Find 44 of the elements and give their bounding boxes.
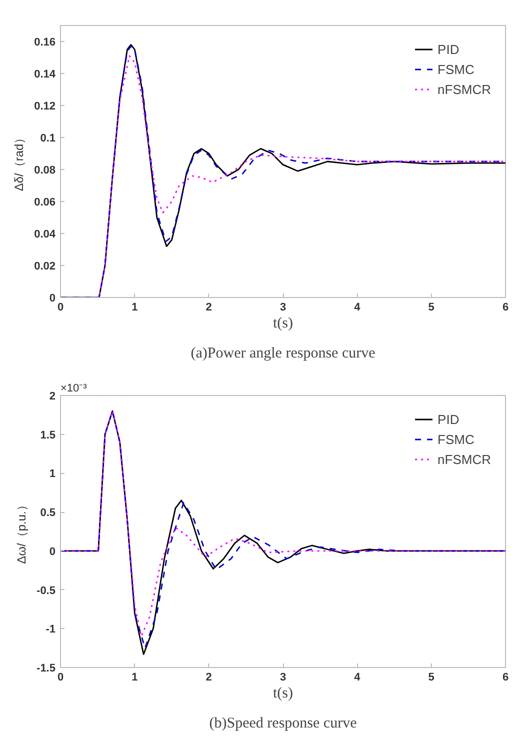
- y-tick-label: 0.08: [34, 164, 56, 176]
- x-tick-label: 1: [132, 302, 138, 314]
- y-tick-label: 2: [49, 390, 56, 402]
- legend-label: nFSMCR: [438, 82, 491, 96]
- y-axis-title: Δδ/（rad）: [12, 132, 26, 192]
- y-tick-label: 0: [49, 292, 56, 304]
- legend-label: FSMC: [438, 62, 474, 76]
- y-tick-label: 0.5: [40, 507, 56, 520]
- legend-label: FSMC: [438, 432, 474, 446]
- x-axis-title: t(s): [273, 316, 293, 332]
- text: (b)Speed response curve: [209, 716, 358, 732]
- y-tick-label: 0: [49, 546, 56, 558]
- y-tick-label: 0.06: [34, 196, 56, 208]
- y-tick-label: 1: [49, 468, 56, 480]
- y-tick-label: -1: [46, 624, 56, 636]
- y-tick-label: 0.12: [34, 100, 56, 112]
- legend-label: nFSMCR: [438, 452, 491, 466]
- x-tick-label: 2: [206, 672, 212, 684]
- x-tick-label: 0: [57, 672, 64, 684]
- x-tick-label: 5: [428, 672, 434, 684]
- y-tick-label: 0.1: [40, 132, 56, 144]
- text: ×10⁻³: [60, 382, 88, 394]
- x-tick-label: 3: [280, 672, 286, 684]
- x-tick-label: 6: [502, 302, 509, 314]
- x-tick-label: 6: [502, 672, 509, 684]
- x-tick-label: 2: [206, 302, 212, 314]
- y-tick-label: 0.02: [34, 260, 56, 272]
- x-tick-label: 4: [354, 302, 362, 314]
- legend-label: PID: [438, 42, 460, 56]
- x-tick-label: 5: [428, 302, 434, 314]
- y-tick-label: 0.04: [34, 228, 56, 240]
- text: (a)Power angle response curve: [190, 346, 376, 362]
- legend-label: PID: [438, 412, 460, 426]
- x-tick-label: 3: [280, 302, 286, 314]
- x-axis-title: t(s): [273, 686, 293, 702]
- y-tick-label: 1.5: [40, 429, 56, 442]
- y-tick-label: 0.14: [34, 68, 56, 80]
- y-tick-label: -0.5: [36, 584, 56, 597]
- x-tick-label: 1: [132, 672, 138, 684]
- x-tick-label: 4: [354, 672, 362, 684]
- y-tick-label: 0.16: [34, 36, 56, 48]
- y-axis-title: Δω/（p.u.）: [14, 499, 29, 564]
- x-tick-label: 0: [57, 302, 64, 314]
- y-tick-label: -1.5: [36, 662, 56, 674]
